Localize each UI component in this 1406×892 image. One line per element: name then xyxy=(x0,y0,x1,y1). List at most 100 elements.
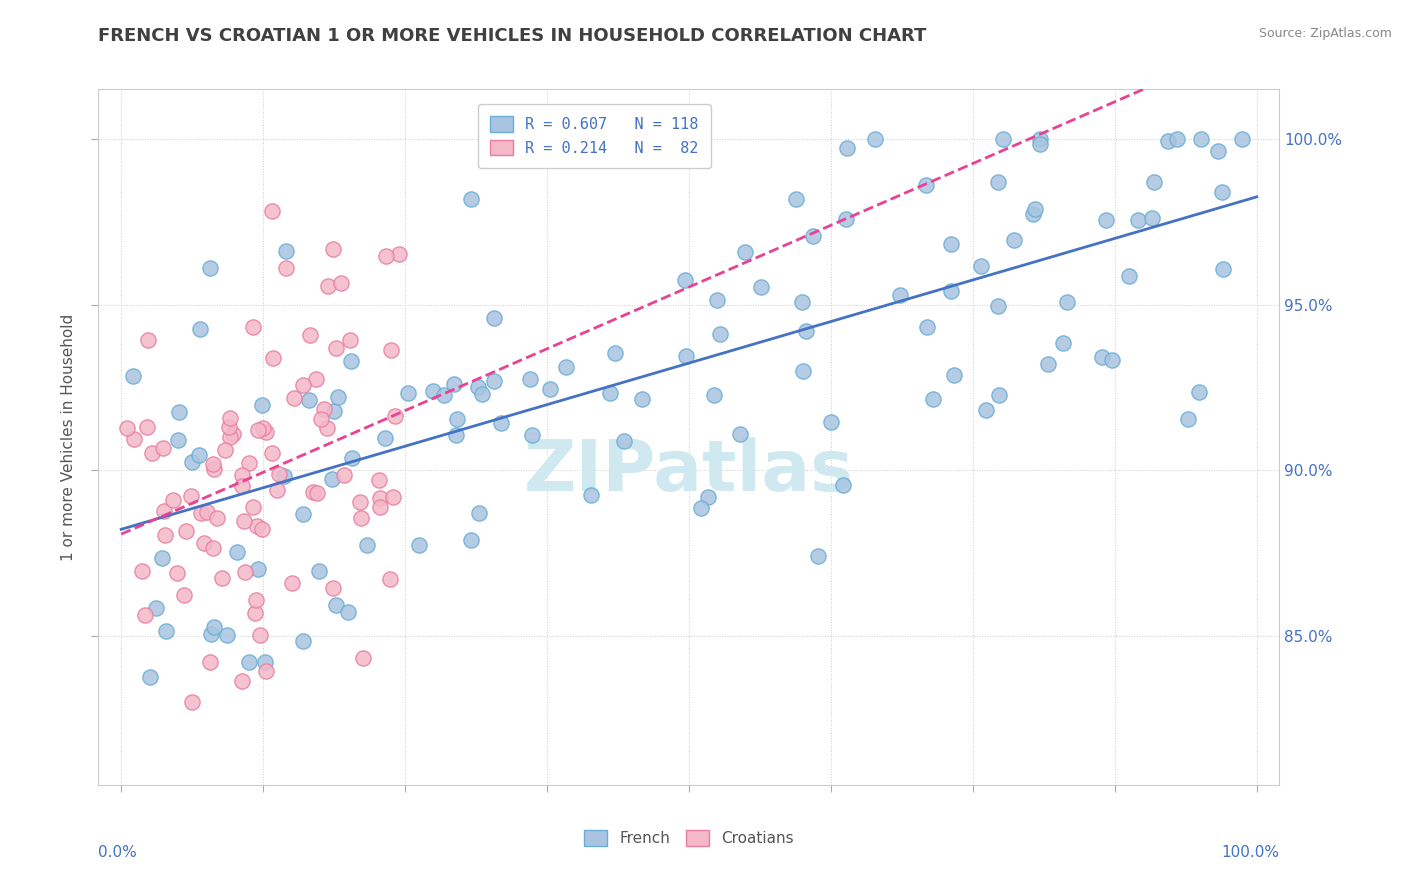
Point xyxy=(468,506,491,520)
Point xyxy=(153,528,176,542)
Point xyxy=(246,519,269,533)
Point xyxy=(323,404,346,418)
Point xyxy=(673,273,696,287)
Point xyxy=(134,608,156,623)
Point xyxy=(599,386,621,401)
Point xyxy=(519,372,541,386)
Point xyxy=(302,485,325,500)
Text: Source: ZipAtlas.com: Source: ZipAtlas.com xyxy=(1258,27,1392,40)
Point xyxy=(308,564,330,578)
Point xyxy=(484,374,506,388)
Point xyxy=(292,377,315,392)
Point xyxy=(298,392,321,407)
Point xyxy=(166,566,188,581)
Point xyxy=(1029,132,1052,146)
Point xyxy=(349,495,371,509)
Text: FRENCH VS CROATIAN 1 OR MORE VEHICLES IN HOUSEHOLD CORRELATION CHART: FRENCH VS CROATIAN 1 OR MORE VEHICLES IN… xyxy=(98,27,927,45)
Point xyxy=(1211,186,1233,200)
Point xyxy=(381,490,404,504)
Point xyxy=(368,491,391,505)
Point xyxy=(794,324,817,338)
Point xyxy=(921,392,943,406)
Point xyxy=(380,343,402,358)
Point xyxy=(337,605,360,619)
Point xyxy=(1166,132,1188,146)
Point xyxy=(309,412,332,426)
Point xyxy=(603,346,626,360)
Point xyxy=(250,522,273,536)
Point xyxy=(807,549,830,563)
Point xyxy=(326,390,349,404)
Point xyxy=(368,500,391,515)
Point xyxy=(433,388,456,402)
Point xyxy=(298,328,321,343)
Point xyxy=(889,287,911,301)
Point xyxy=(253,655,276,669)
Point xyxy=(218,420,240,434)
Point xyxy=(650,132,672,146)
Point xyxy=(1038,357,1060,371)
Point xyxy=(174,524,197,538)
Point xyxy=(408,538,430,552)
Point xyxy=(215,628,238,642)
Point xyxy=(333,468,356,483)
Point xyxy=(384,409,406,423)
Point xyxy=(305,371,328,385)
Point xyxy=(219,430,242,444)
Point xyxy=(785,192,807,206)
Point xyxy=(579,488,602,502)
Point xyxy=(316,278,339,293)
Point xyxy=(1091,350,1114,364)
Point xyxy=(467,380,489,394)
Point xyxy=(181,455,204,469)
Point xyxy=(484,310,506,325)
Point xyxy=(1022,207,1045,221)
Point xyxy=(398,386,420,401)
Point xyxy=(1230,132,1253,146)
Point xyxy=(749,279,772,293)
Text: ZIPatlas: ZIPatlas xyxy=(524,437,853,507)
Point xyxy=(969,260,991,274)
Point xyxy=(131,564,153,578)
Point xyxy=(292,507,315,521)
Point xyxy=(1212,262,1234,277)
Point xyxy=(837,141,859,155)
Point xyxy=(162,492,184,507)
Point xyxy=(205,511,228,525)
Point xyxy=(1143,175,1166,189)
Point xyxy=(249,628,271,642)
Point xyxy=(422,384,444,399)
Point xyxy=(292,634,315,648)
Point xyxy=(1029,136,1052,151)
Point xyxy=(801,229,824,244)
Point xyxy=(181,695,204,709)
Point xyxy=(1101,353,1123,368)
Point xyxy=(378,572,401,586)
Point xyxy=(252,421,274,435)
Point xyxy=(231,468,253,483)
Point xyxy=(530,132,553,146)
Point xyxy=(352,650,374,665)
Point xyxy=(339,333,361,347)
Point xyxy=(226,545,249,559)
Point xyxy=(388,247,411,261)
Point xyxy=(340,354,363,368)
Point xyxy=(1056,294,1078,309)
Point xyxy=(321,472,343,486)
Point xyxy=(329,276,352,290)
Legend: R = 0.607   N = 118, R = 0.214   N =  82: R = 0.607 N = 118, R = 0.214 N = 82 xyxy=(478,103,711,168)
Point xyxy=(631,392,654,406)
Point xyxy=(865,132,887,146)
Text: 0.0%: 0.0% xyxy=(98,845,138,860)
Point xyxy=(200,656,222,670)
Point xyxy=(709,327,731,342)
Point xyxy=(242,500,264,514)
Point xyxy=(1002,233,1025,247)
Point xyxy=(675,349,697,363)
Point xyxy=(169,405,191,419)
Point xyxy=(915,319,938,334)
Point xyxy=(211,571,233,585)
Point xyxy=(696,490,718,504)
Point xyxy=(941,284,963,298)
Point xyxy=(135,419,157,434)
